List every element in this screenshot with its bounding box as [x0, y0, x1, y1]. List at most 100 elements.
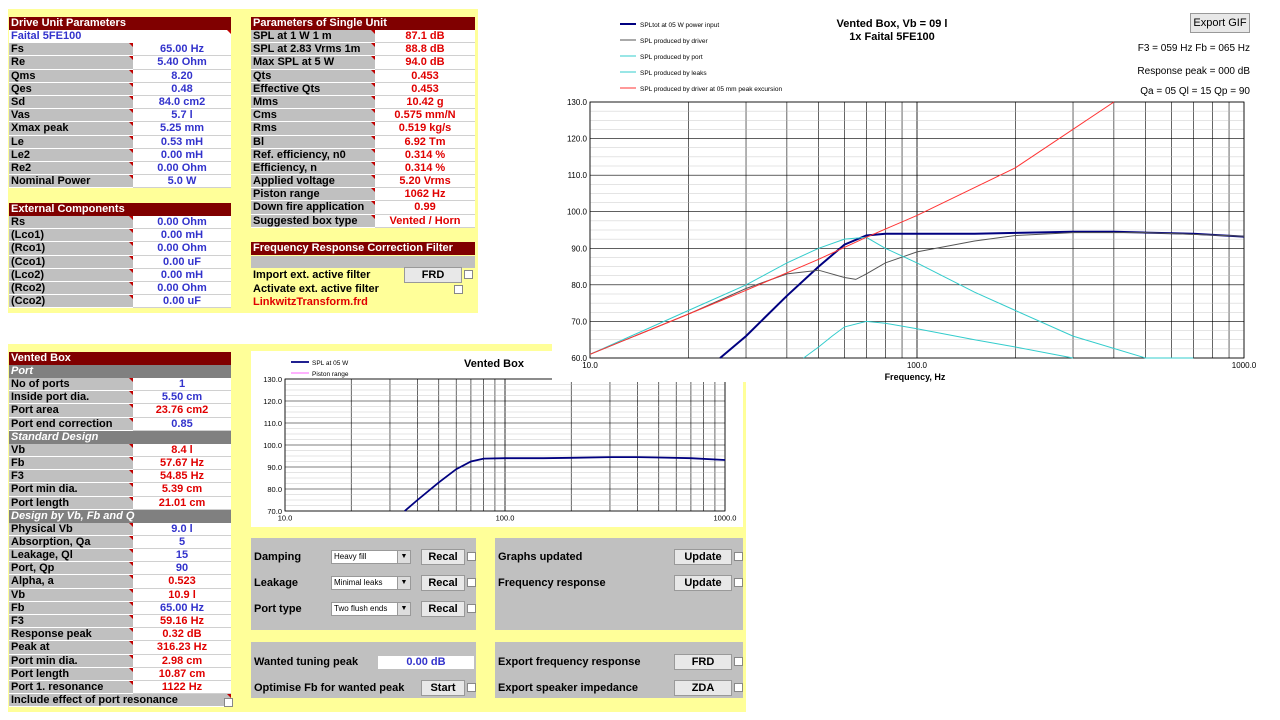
- row-value[interactable]: 65.00 Hz: [133, 43, 231, 57]
- row-value[interactable]: 15: [133, 549, 231, 563]
- table-row: Efficiency, n 0.314 %: [251, 161, 475, 176]
- port-type-label: Port type: [254, 603, 302, 615]
- leakage-recal-button[interactable]: Recal: [421, 575, 465, 591]
- row-value[interactable]: 0.00 Ohm: [133, 161, 231, 176]
- row-value[interactable]: 0.519 kg/s: [375, 122, 475, 136]
- row-value[interactable]: 59.16 Hz: [133, 615, 231, 629]
- damping-recal-button[interactable]: Recal: [421, 549, 465, 565]
- row-value[interactable]: 5.25 mm: [133, 122, 231, 136]
- row-value[interactable]: 0.00 uF: [133, 295, 231, 309]
- port-type-select[interactable]: Two flush ends ▼: [331, 602, 411, 616]
- row-value[interactable]: 0.00 uF: [133, 255, 231, 269]
- freq-checkbox[interactable]: [734, 578, 743, 587]
- vented-box-table: Vented Box Port No of ports 1 Inside port d…: [9, 352, 233, 708]
- row-label: (Lco1): [9, 229, 133, 243]
- table-row: Inside port dia. 5.50 cm: [9, 391, 231, 405]
- export-imp-button[interactable]: ZDA: [674, 680, 732, 696]
- graphs-checkbox[interactable]: [734, 552, 743, 561]
- damping-checkbox[interactable]: [467, 552, 476, 561]
- row-value[interactable]: 0.99: [375, 201, 475, 215]
- row-value[interactable]: 23.76 cm2: [133, 404, 231, 418]
- include-port-resonance-row: Include effect of port resonance: [9, 694, 231, 708]
- row-value[interactable]: 5.0 W: [133, 175, 231, 189]
- row-label: Ref. efficiency, n0: [251, 148, 375, 162]
- freq-update-button[interactable]: Update: [674, 575, 732, 591]
- row-value[interactable]: 84.0 cm2: [133, 95, 231, 110]
- row-value[interactable]: 90: [133, 562, 231, 576]
- graphs-update-button[interactable]: Update: [674, 549, 732, 565]
- port-type-recal-button[interactable]: Recal: [421, 601, 465, 617]
- row-value[interactable]: Vented / Horn: [375, 214, 475, 228]
- row-label: Rms: [251, 122, 375, 136]
- row-value[interactable]: 0.453: [375, 82, 475, 96]
- optimise-start-button[interactable]: Start: [421, 680, 465, 696]
- table-row: Port area 23.76 cm2: [9, 404, 231, 418]
- activate-checkbox[interactable]: [454, 285, 463, 294]
- row-value[interactable]: 0.00 Ohm: [133, 216, 231, 230]
- row-value[interactable]: 0.00 mH: [133, 268, 231, 282]
- y-tick-label: 60.0: [571, 354, 587, 363]
- filter-header: Frequency Response Correction Filter: [251, 242, 475, 255]
- row-value[interactable]: 0.314 %: [375, 148, 475, 162]
- row-value[interactable]: 0.523: [133, 575, 231, 589]
- row-value[interactable]: 0.32 dB: [133, 628, 231, 642]
- row-value[interactable]: 0.53 mH: [133, 135, 231, 149]
- include-port-resonance-checkbox[interactable]: [224, 698, 233, 707]
- export-fr-checkbox[interactable]: [734, 657, 743, 666]
- row-value[interactable]: 1062 Hz: [375, 188, 475, 202]
- row-value[interactable]: 10.87 cm: [133, 667, 231, 681]
- row-value[interactable]: 5.20 Vrms: [375, 175, 475, 189]
- row-value[interactable]: 0.00 mH: [133, 229, 231, 243]
- row-value[interactable]: 6.92 Tm: [375, 135, 475, 149]
- row-value[interactable]: 9.0 l: [133, 522, 231, 536]
- row-value[interactable]: 21.01 cm: [133, 496, 231, 510]
- row-value[interactable]: 88.8 dB: [375, 43, 475, 57]
- row-value[interactable]: 87.1 dB: [375, 30, 475, 44]
- row-value[interactable]: 65.00 Hz: [133, 601, 231, 615]
- row-label: Inside port dia.: [9, 391, 133, 405]
- row-value[interactable]: 0.48: [133, 82, 231, 96]
- table-row: SPL at 1 W 1 m 87.1 dB: [251, 30, 475, 44]
- x-tick-label: 10.0: [582, 361, 598, 370]
- row-value[interactable]: 94.0 dB: [375, 56, 475, 70]
- row-value[interactable]: 57.67 Hz: [133, 456, 231, 471]
- damping-select[interactable]: Heavy fill ▼: [331, 550, 411, 564]
- drive-model[interactable]: Faital 5FE100: [9, 30, 231, 44]
- filter-file-link[interactable]: LinkwitzTransform.frd: [253, 296, 368, 308]
- row-value[interactable]: 0.00 Ohm: [133, 242, 231, 256]
- row-value[interactable]: 5.39 cm: [133, 483, 231, 497]
- leakage-select[interactable]: Minimal leaks ▼: [331, 576, 411, 590]
- row-value[interactable]: 1: [133, 378, 231, 392]
- row-value[interactable]: 316.23 Hz: [133, 641, 231, 655]
- export-imp-checkbox[interactable]: [734, 683, 743, 692]
- row-value[interactable]: 0.00 Ohm: [133, 281, 231, 296]
- row-label: (Cco1): [9, 255, 133, 269]
- row-value[interactable]: 10.9 l: [133, 588, 231, 602]
- row-value[interactable]: 0.85: [133, 417, 231, 431]
- row-value[interactable]: 5.50 cm: [133, 391, 231, 405]
- table-row: Le 0.53 mH: [9, 135, 231, 149]
- import-checkbox[interactable]: [464, 270, 473, 279]
- row-value[interactable]: 8.4 l: [133, 443, 231, 457]
- row-value[interactable]: 5.40 Ohm: [133, 56, 231, 70]
- row-value[interactable]: 1122 Hz: [133, 680, 231, 695]
- row-value[interactable]: 0.453: [375, 69, 475, 83]
- row-value[interactable]: 0.575 mm/N: [375, 109, 475, 123]
- row-value[interactable]: 0.00 mH: [133, 148, 231, 162]
- export-fr-button[interactable]: FRD: [674, 654, 732, 670]
- row-value[interactable]: 10.42 g: [375, 95, 475, 110]
- wanted-peak-value[interactable]: 0.00 dB: [378, 656, 474, 669]
- port-type-checkbox[interactable]: [467, 604, 476, 613]
- optimise-checkbox[interactable]: [467, 683, 476, 692]
- import-frd-button[interactable]: FRD: [404, 267, 462, 283]
- row-value[interactable]: 5.7 l: [133, 109, 231, 123]
- export-gif-button[interactable]: Export GIF: [1190, 13, 1250, 33]
- row-value[interactable]: 8.20: [133, 69, 231, 83]
- row-value[interactable]: 54.85 Hz: [133, 470, 231, 484]
- leakage-checkbox[interactable]: [467, 578, 476, 587]
- row-label: Absorption, Qa: [9, 535, 133, 550]
- row-value[interactable]: 5: [133, 535, 231, 550]
- row-label: F3: [9, 615, 133, 629]
- row-value[interactable]: 0.314 %: [375, 161, 475, 176]
- row-value[interactable]: 2.98 cm: [133, 654, 231, 668]
